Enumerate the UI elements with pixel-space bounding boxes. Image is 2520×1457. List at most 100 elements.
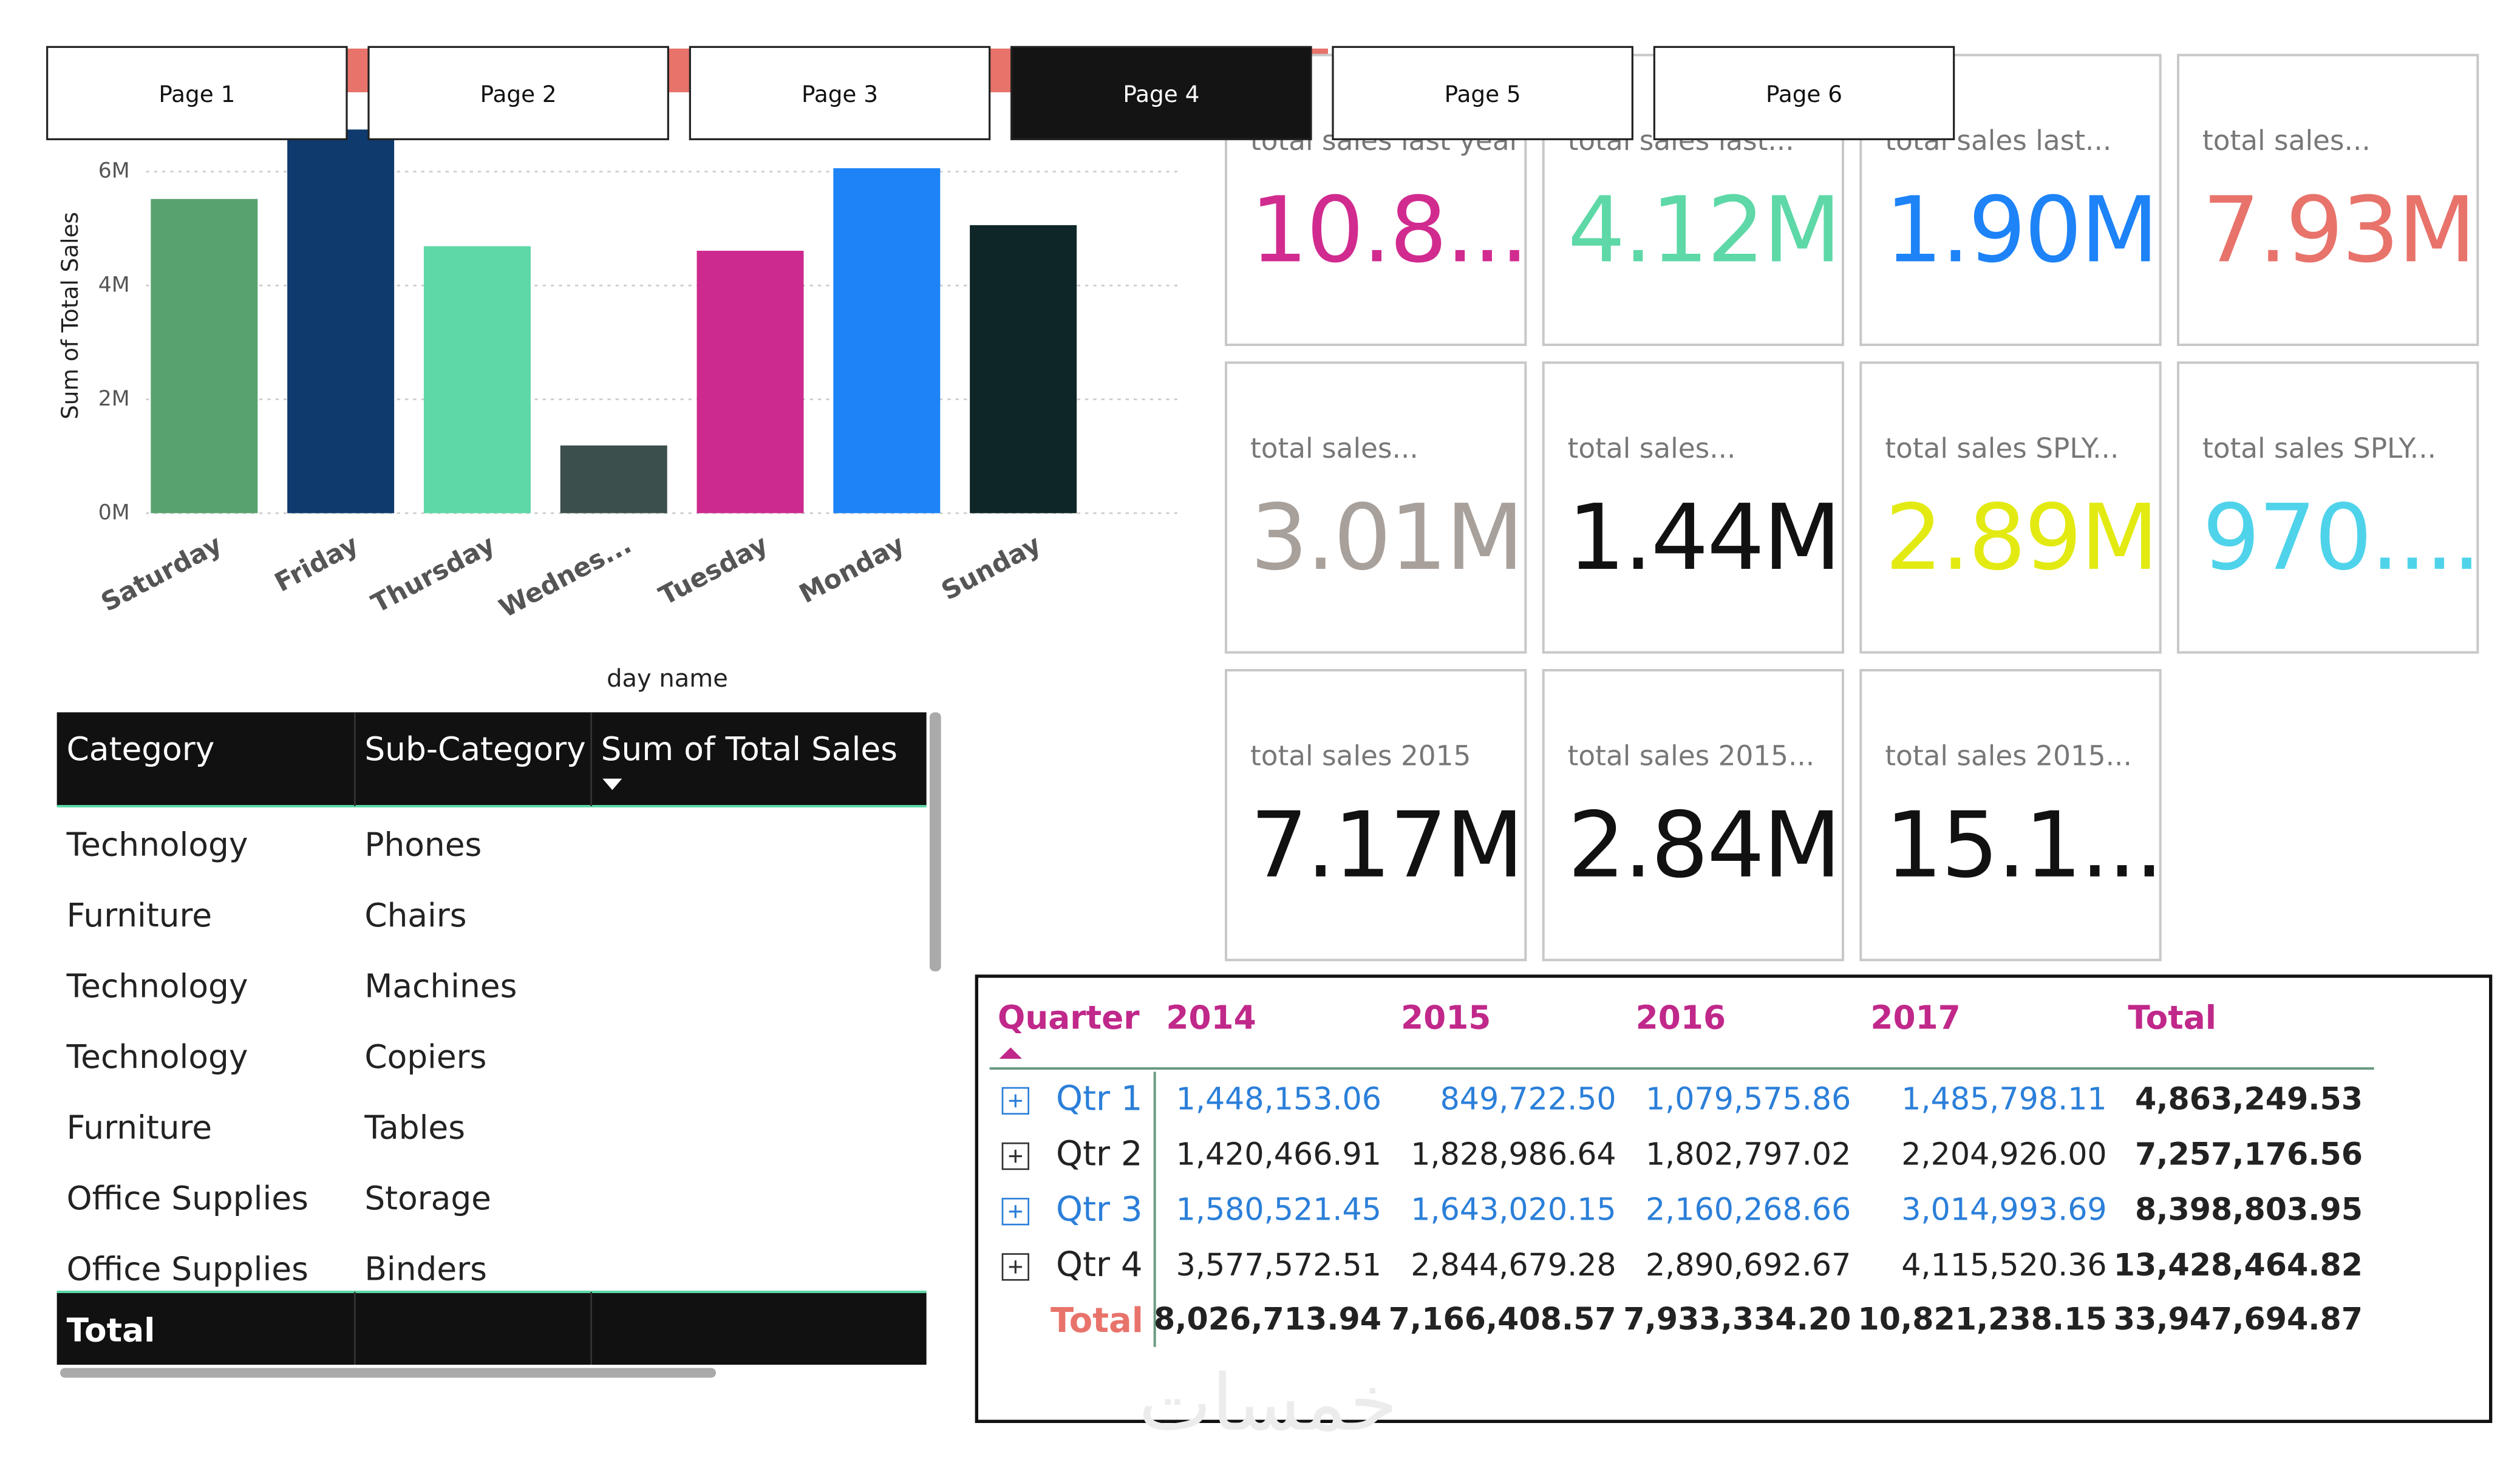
table-cell: Chairs: [364, 896, 466, 934]
matrix-header-cell: Quarter: [998, 999, 1140, 1037]
x-tick-label: Thursday: [367, 529, 500, 619]
table-cell: Binders: [364, 1250, 487, 1288]
page-tab-label: Page 5: [1445, 81, 1521, 107]
expand-button[interactable]: [1001, 1253, 1029, 1281]
matrix-header-cell: 2017: [1870, 999, 1960, 1037]
table-cell: Office Supplies: [67, 1179, 308, 1217]
table-cell: Furniture: [67, 896, 212, 934]
matrix-cell: 1,485,798.11: [1901, 1081, 2106, 1116]
matrix-cell: 2,890,692.67: [1646, 1247, 1851, 1283]
card: [2177, 361, 2479, 654]
table-cell: Phones: [364, 825, 482, 863]
matrix-row-label: Qtr 4: [1056, 1245, 1143, 1285]
card-label: total sales 2015: [1250, 740, 1471, 772]
bar[interactable]: [287, 129, 395, 514]
table-cell: Storage: [364, 1179, 491, 1217]
table-cell: Technology: [66, 825, 248, 863]
page-tab-label: Page 3: [802, 81, 878, 107]
card: [1859, 361, 2162, 654]
bar[interactable]: [151, 199, 258, 514]
expand-icon: [1009, 1094, 1022, 1107]
card-label: total sales...: [1250, 432, 1418, 464]
bar[interactable]: [970, 225, 1077, 514]
y-tick-label: 4M: [98, 273, 130, 297]
matrix-cell: 7,257,176.56: [2135, 1136, 2363, 1172]
matrix-cell: 3,014,993.69: [1901, 1192, 2106, 1228]
card-value: 10.8...: [1250, 177, 1527, 283]
x-axis-title: day name: [607, 665, 728, 693]
sort-arrow[interactable]: [602, 778, 622, 790]
page-tab[interactable]: [689, 46, 991, 140]
card-label: total sales 2015...: [1568, 740, 1815, 772]
matrix-cell: 1,580,521.45: [1176, 1192, 1381, 1228]
matrix-row-label: Qtr 3: [1056, 1190, 1143, 1229]
card-value: 7.17M: [1250, 793, 1522, 898]
x-tick-label: Sunday: [936, 529, 1046, 606]
card: [1542, 668, 1844, 962]
card-value: 7.93M: [2202, 177, 2474, 283]
y-axis-title: Sum of Total Sales: [56, 212, 83, 419]
matrix-cell: 4,115,520.36: [1901, 1247, 2106, 1283]
page-tab-label: Page 1: [158, 81, 235, 107]
expand-icon: [1009, 1260, 1022, 1274]
card-label: total sales...: [2202, 124, 2371, 157]
bar[interactable]: [696, 251, 804, 514]
matrix-header-cell: Total: [2128, 999, 2216, 1037]
matrix-total-cell: 8,026,713.94: [1154, 1301, 1381, 1337]
matrix-cell: 2,160,268.66: [1646, 1192, 1851, 1228]
card-label: total sales SPLY...: [1885, 432, 2119, 464]
y-tick-label: 0M: [98, 500, 130, 525]
bar[interactable]: [423, 246, 531, 514]
card-label: total sales SPLY...: [2202, 432, 2436, 464]
bar[interactable]: [833, 168, 941, 514]
matrix-cell: 3,577,572.51: [1176, 1247, 1381, 1283]
page-tab[interactable]: [1332, 46, 1633, 140]
card: [2177, 53, 2479, 346]
matrix-total-label: Total: [1051, 1301, 1143, 1340]
v-scrollbar[interactable]: [930, 712, 941, 971]
table-header-cell: Category: [67, 730, 215, 768]
x-tick-label: Wednes...: [494, 529, 636, 624]
table-cell: Furniture: [67, 1108, 212, 1146]
card-value: 1.90M: [1885, 177, 2157, 283]
h-scrollbar[interactable]: [60, 1368, 716, 1378]
page-tab[interactable]: [1010, 46, 1312, 140]
table-cell: Tables: [364, 1108, 465, 1146]
y-tick-label: 2M: [98, 387, 130, 411]
matrix-border: [975, 974, 2493, 1423]
sort-arrow[interactable]: [999, 1047, 1022, 1059]
x-tick-label: Saturday: [96, 529, 226, 618]
matrix-cell: 13,428,464.82: [2114, 1247, 2363, 1283]
x-tick-label: Monday: [794, 529, 910, 610]
page-tab[interactable]: [1653, 46, 1955, 140]
matrix-cell: 1,828,986.64: [1411, 1136, 1616, 1172]
matrix-row-label: Qtr 2: [1056, 1135, 1143, 1174]
expand-icon: [1009, 1205, 1022, 1218]
matrix-cell: 849,722.50: [1440, 1081, 1616, 1116]
watermark: خمسات: [1139, 1358, 1398, 1449]
bar[interactable]: [560, 445, 667, 514]
matrix-header-cell: 2016: [1636, 999, 1726, 1037]
page-tab-label: Page 4: [1123, 81, 1199, 107]
table-total-row: [56, 1292, 927, 1365]
table-cell: Machines: [364, 966, 517, 1005]
card: [1224, 668, 1527, 962]
page-tab[interactable]: [367, 46, 669, 140]
matrix-header-cell: 2014: [1166, 999, 1256, 1037]
card-value: 970....: [2202, 485, 2479, 591]
card: [1542, 361, 1844, 654]
page-tab[interactable]: [46, 46, 348, 140]
table-cell: Technology: [66, 1038, 248, 1076]
table-total-label: Total: [67, 1311, 155, 1349]
y-tick-label: 6M: [98, 159, 130, 183]
table-header: [56, 712, 927, 806]
expand-icon: [1009, 1149, 1022, 1163]
page-tab-label: Page 2: [480, 81, 557, 107]
matrix-cell: 1,643,020.15: [1411, 1192, 1616, 1228]
matrix-cell: 1,420,466.91: [1176, 1136, 1381, 1172]
matrix-cell: 2,204,926.00: [1901, 1136, 2106, 1172]
matrix-cell: 2,844,679.28: [1411, 1247, 1616, 1283]
table-header-cell: Sum of Total Sales: [601, 730, 897, 768]
matrix-total-cell: 10,821,238.15: [1858, 1301, 2106, 1337]
matrix-cell: 1,802,797.02: [1646, 1136, 1851, 1172]
